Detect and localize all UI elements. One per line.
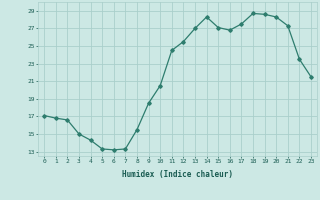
X-axis label: Humidex (Indice chaleur): Humidex (Indice chaleur)	[122, 170, 233, 179]
